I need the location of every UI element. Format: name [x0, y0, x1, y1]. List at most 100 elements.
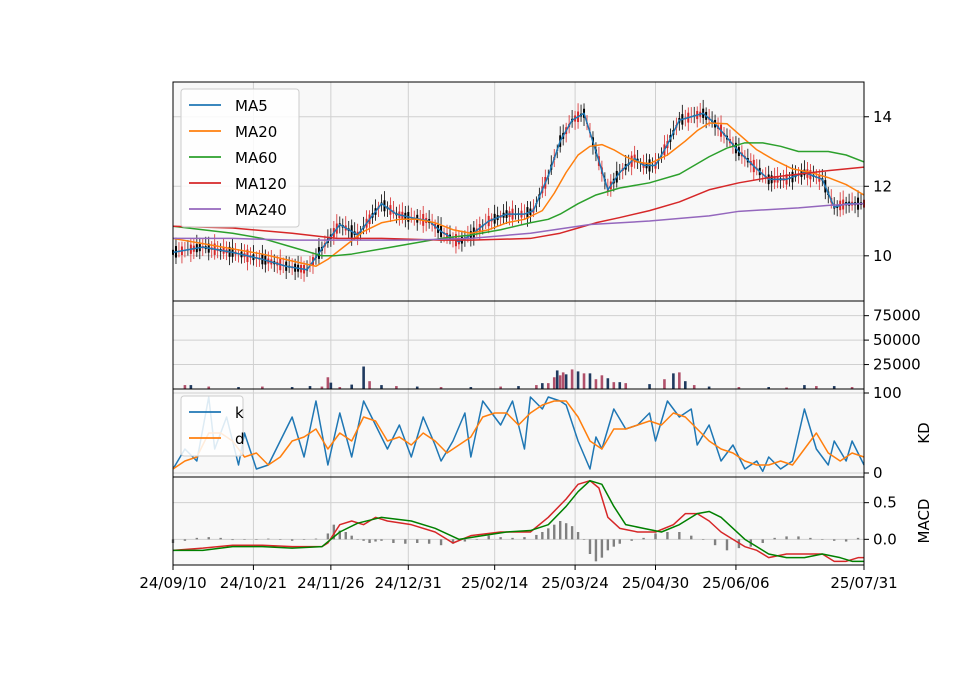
- volume-bar: [350, 384, 354, 389]
- macd-histogram-bar: [427, 539, 431, 544]
- volume-bar: [618, 382, 622, 389]
- volume-bar: [469, 387, 473, 389]
- volume-bar: [326, 377, 330, 389]
- volume-bar: [582, 373, 586, 389]
- volume-bar: [576, 371, 580, 389]
- volume-yticks: 25000 50000 75000: [864, 307, 921, 374]
- macd-histogram-bar: [302, 539, 306, 540]
- volume-bar: [308, 386, 312, 389]
- macd-histogram-bar: [582, 539, 586, 540]
- macd-histogram-bar: [678, 532, 681, 540]
- macd-histogram-bar: [362, 539, 365, 541]
- macd-histogram-bar: [290, 539, 294, 541]
- macd-histogram-bar: [439, 539, 443, 546]
- volume-bar: [832, 386, 836, 389]
- volume-grid: [172, 301, 865, 389]
- volume-bars: [183, 366, 854, 389]
- series-line-k: [172, 396, 865, 473]
- volume-bar: [785, 387, 788, 389]
- volume-bar: [535, 385, 538, 389]
- macd-histogram-bar: [350, 535, 353, 540]
- xtick-label: 25/02/14: [461, 574, 528, 592]
- volume-bar: [624, 383, 628, 389]
- xtick-label: 25/04/30: [622, 574, 689, 592]
- ytick-label: 0.5: [873, 494, 897, 512]
- ytick-label: 10: [873, 247, 892, 265]
- macd-histogram-bar: [713, 539, 717, 546]
- volume-bar: [183, 385, 187, 389]
- macd-histogram-bar: [630, 539, 633, 541]
- macd-histogram-bar: [541, 532, 544, 540]
- volume-bar: [338, 387, 342, 389]
- macd-histogram-bar: [618, 539, 621, 544]
- volume-bar: [600, 375, 604, 389]
- macd-histogram-bar: [612, 539, 616, 547]
- volume-bar: [558, 375, 562, 389]
- xtick-label: 24/11/26: [297, 574, 364, 592]
- volume-bar: [737, 387, 741, 389]
- xtick-label: 24/09/10: [139, 574, 206, 592]
- macd-histogram-bar: [558, 521, 562, 540]
- volume-bar: [767, 387, 770, 389]
- legend-label: MA60: [235, 149, 277, 167]
- volume-bar: [555, 370, 559, 389]
- series-line-MA240: [173, 202, 865, 241]
- kd-lines: [172, 396, 865, 473]
- volume-bar: [415, 386, 419, 389]
- macd-histogram-bar: [231, 539, 234, 541]
- kd-panel-bg: [173, 389, 864, 477]
- volume-bar: [546, 383, 550, 389]
- series-line-MA60: [172, 142, 865, 257]
- macd-histogram-bar: [588, 539, 592, 554]
- volume-bar: [499, 386, 502, 389]
- volume-bar: [850, 387, 854, 389]
- macd-histogram-bar: [451, 539, 455, 544]
- volume-bar: [594, 379, 598, 389]
- macd-histogram-bar: [785, 536, 788, 540]
- xtick-label: 25/06/06: [702, 574, 769, 592]
- volume-bar: [552, 377, 556, 389]
- macd-histogram-bar: [219, 537, 222, 540]
- legend-label: MA20: [235, 123, 277, 141]
- series-line-MA20: [172, 122, 865, 267]
- macd-histogram-bar: [856, 537, 860, 540]
- macd-histogram-bar: [570, 526, 574, 540]
- series-line-line-1: [173, 479, 864, 563]
- macd-histogram-bar: [487, 535, 490, 540]
- kd-panel: 0 100 kd KD: [172, 384, 933, 482]
- macd-yticks: 0.0 0.5: [864, 494, 897, 548]
- ytick-label: 50000: [873, 331, 921, 349]
- xtick-label: 25/07/31: [830, 574, 897, 592]
- volume-bar: [290, 387, 294, 389]
- macd-histogram-bar: [183, 539, 187, 541]
- macd-histogram-bar: [404, 539, 407, 544]
- volume-bar: [683, 381, 687, 389]
- macd-histogram-bar: [374, 539, 377, 542]
- volume-panel-bg: [173, 301, 864, 389]
- volume-bar: [803, 385, 806, 389]
- macd-histogram-bar: [243, 539, 246, 540]
- volume-bar: [692, 385, 696, 389]
- volume-bar: [541, 383, 544, 389]
- macd-histogram-bar: [844, 539, 848, 542]
- macd-histogram-bar: [380, 539, 383, 541]
- macd-histogram-bar: [356, 539, 359, 540]
- macd-histogram-bar: [654, 533, 657, 540]
- legend-label: MA240: [235, 201, 287, 219]
- macd-histogram-bar: [511, 537, 514, 540]
- volume-bar: [320, 386, 324, 389]
- macd-histogram-bar: [463, 539, 467, 542]
- xtick-label: 24/10/21: [220, 574, 287, 592]
- volume-bar: [395, 386, 398, 389]
- series-line-d: [172, 400, 865, 470]
- macd-histogram-bar: [606, 539, 610, 551]
- volume-bar: [517, 386, 520, 389]
- volume-bar: [678, 372, 681, 389]
- series-line-MA5: [172, 112, 864, 271]
- price-ma-lines: [172, 112, 865, 271]
- volume-bar: [261, 386, 264, 389]
- volume-bar: [570, 369, 574, 389]
- volume-bar: [672, 373, 675, 389]
- macd-histogram-bar: [666, 532, 669, 540]
